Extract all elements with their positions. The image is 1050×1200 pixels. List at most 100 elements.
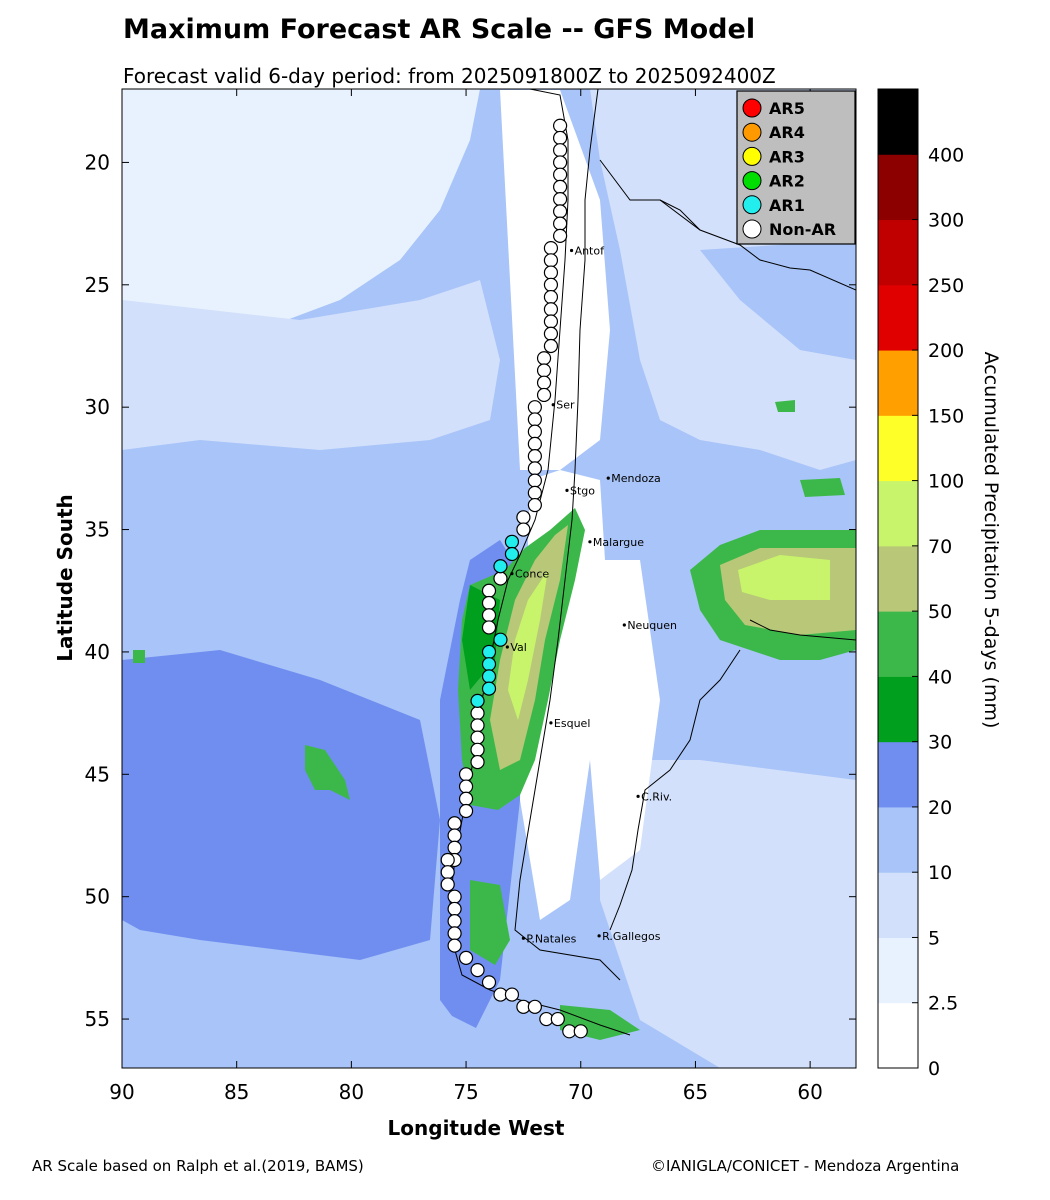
legend-label: AR4 — [769, 123, 805, 142]
ar1-point — [493, 559, 508, 574]
legend-label: AR3 — [769, 147, 805, 166]
colorbar-segment — [878, 937, 918, 1004]
non-ar-point — [458, 767, 474, 782]
colorbar-tick-label: 100 — [928, 471, 964, 493]
colorbar-frame — [877, 88, 919, 1069]
y-tick-label: 35 — [85, 518, 110, 542]
y-tick-label: 30 — [85, 395, 110, 419]
x-tick-label: 85 — [224, 1080, 249, 1104]
ar1-point — [481, 681, 497, 696]
legend-marker — [742, 122, 762, 142]
non-ar-point — [481, 595, 497, 611]
legend-marker — [742, 146, 762, 166]
colorbar-segment — [878, 415, 918, 482]
x-tick-label: 65 — [683, 1080, 708, 1104]
non-ar-point — [543, 338, 559, 354]
colorbar-tick-label: 150 — [928, 405, 964, 427]
non-ar-point — [553, 143, 568, 158]
non-ar-point — [458, 803, 474, 819]
non-ar-point — [447, 938, 462, 953]
non-ar-point — [458, 791, 474, 806]
map-subtitle: Forecast valid 6-day period: from 202509… — [123, 64, 776, 88]
non-ar-point — [543, 240, 559, 256]
city-marker — [622, 623, 626, 627]
city-marker — [505, 645, 509, 649]
colorbar: 0 2.5 5 10 20 30 40 50 70 100 150 200 250 300 400 — [877, 88, 964, 1080]
city-marker — [569, 248, 574, 253]
x-tick-label: 70 — [568, 1080, 593, 1104]
ar1-point — [504, 534, 520, 549]
non-ar-point — [481, 583, 497, 598]
ar1-point — [481, 657, 497, 672]
non-ar-point — [573, 1024, 588, 1039]
map-frame — [121, 88, 857, 1069]
colorbar-segment — [878, 1002, 918, 1069]
non-ar-point — [470, 962, 485, 978]
non-ar-point — [536, 387, 552, 403]
colorbar-tick-label: 200 — [928, 340, 964, 362]
bolivia-border — [659, 199, 701, 231]
city-label: Esquel — [554, 717, 590, 730]
y-tick-label: 25 — [85, 273, 110, 297]
city-marker — [510, 572, 514, 576]
colorbar-tick-label: 20 — [928, 797, 952, 819]
legend-marker — [742, 171, 762, 191]
city-label: Conce — [515, 568, 549, 581]
non-ar-point — [527, 461, 542, 476]
colorbar-tick-label: 250 — [928, 275, 964, 297]
city-marker — [606, 476, 610, 480]
non-ar-point — [440, 865, 455, 880]
non-ar-point — [527, 473, 542, 488]
non-ar-point — [447, 914, 462, 929]
ar1-point — [504, 546, 520, 562]
non-ar-point — [543, 326, 559, 341]
non-ar-point — [516, 522, 531, 537]
y-axis-label: Latitude South — [53, 494, 77, 661]
non-ar-point — [553, 167, 568, 182]
city-label: Stgo — [570, 484, 595, 497]
non-ar-point — [550, 1011, 565, 1027]
city-marker — [565, 488, 569, 492]
y-axis: 20 25 30 35 40 45 50 55 — [85, 150, 856, 1031]
city-label: Malargue — [593, 536, 644, 549]
city-label: Neuquen — [627, 619, 677, 632]
x-axis-label: Longitude West — [388, 1116, 565, 1140]
ar1-point — [481, 669, 497, 684]
ar1-point — [481, 644, 497, 660]
non-ar-point — [447, 816, 462, 831]
colorbar-tick-label: 2.5 — [928, 993, 958, 1015]
non-ar-point — [536, 375, 552, 390]
field-ocean-green-patch — [305, 745, 350, 800]
non-ar-point — [481, 608, 497, 623]
non-ar-point — [543, 314, 559, 329]
field-ocean-green-dot — [133, 650, 145, 663]
city-label: C.Riv. — [641, 790, 672, 803]
y-tick-label: 45 — [85, 762, 110, 786]
city-marker — [636, 794, 640, 798]
footer-reference: AR Scale based on Ralph et al.(2019, BAM… — [32, 1157, 364, 1175]
non-ar-point — [543, 253, 559, 268]
colorbar-segment — [878, 89, 918, 155]
colorbar-segment — [878, 676, 918, 743]
non-ar-point — [553, 179, 568, 194]
colorbar-segment — [878, 219, 918, 286]
non-ar-point — [536, 363, 552, 378]
non-ar-point — [543, 265, 559, 280]
colorbar-tick-label: 5 — [928, 927, 940, 949]
colorbar-tick-label: 30 — [928, 732, 952, 754]
city-marker — [588, 540, 592, 544]
colorbar-tick-label: 50 — [928, 601, 952, 623]
legend-label: Non-AR — [769, 220, 836, 239]
non-ar-point — [470, 742, 485, 757]
colorbar-segment — [878, 741, 918, 808]
colorbar-tick-label: 300 — [928, 210, 964, 232]
colorbar-segment — [878, 350, 918, 416]
colorbar-segment — [878, 545, 918, 612]
ar1-point — [470, 693, 485, 708]
field-fjord-rain — [470, 880, 510, 965]
non-ar-point — [440, 877, 455, 892]
field-north-argentina-blue — [700, 240, 856, 360]
non-ar-point — [447, 926, 462, 941]
legend-marker — [742, 195, 762, 215]
non-ar-point — [527, 412, 542, 427]
